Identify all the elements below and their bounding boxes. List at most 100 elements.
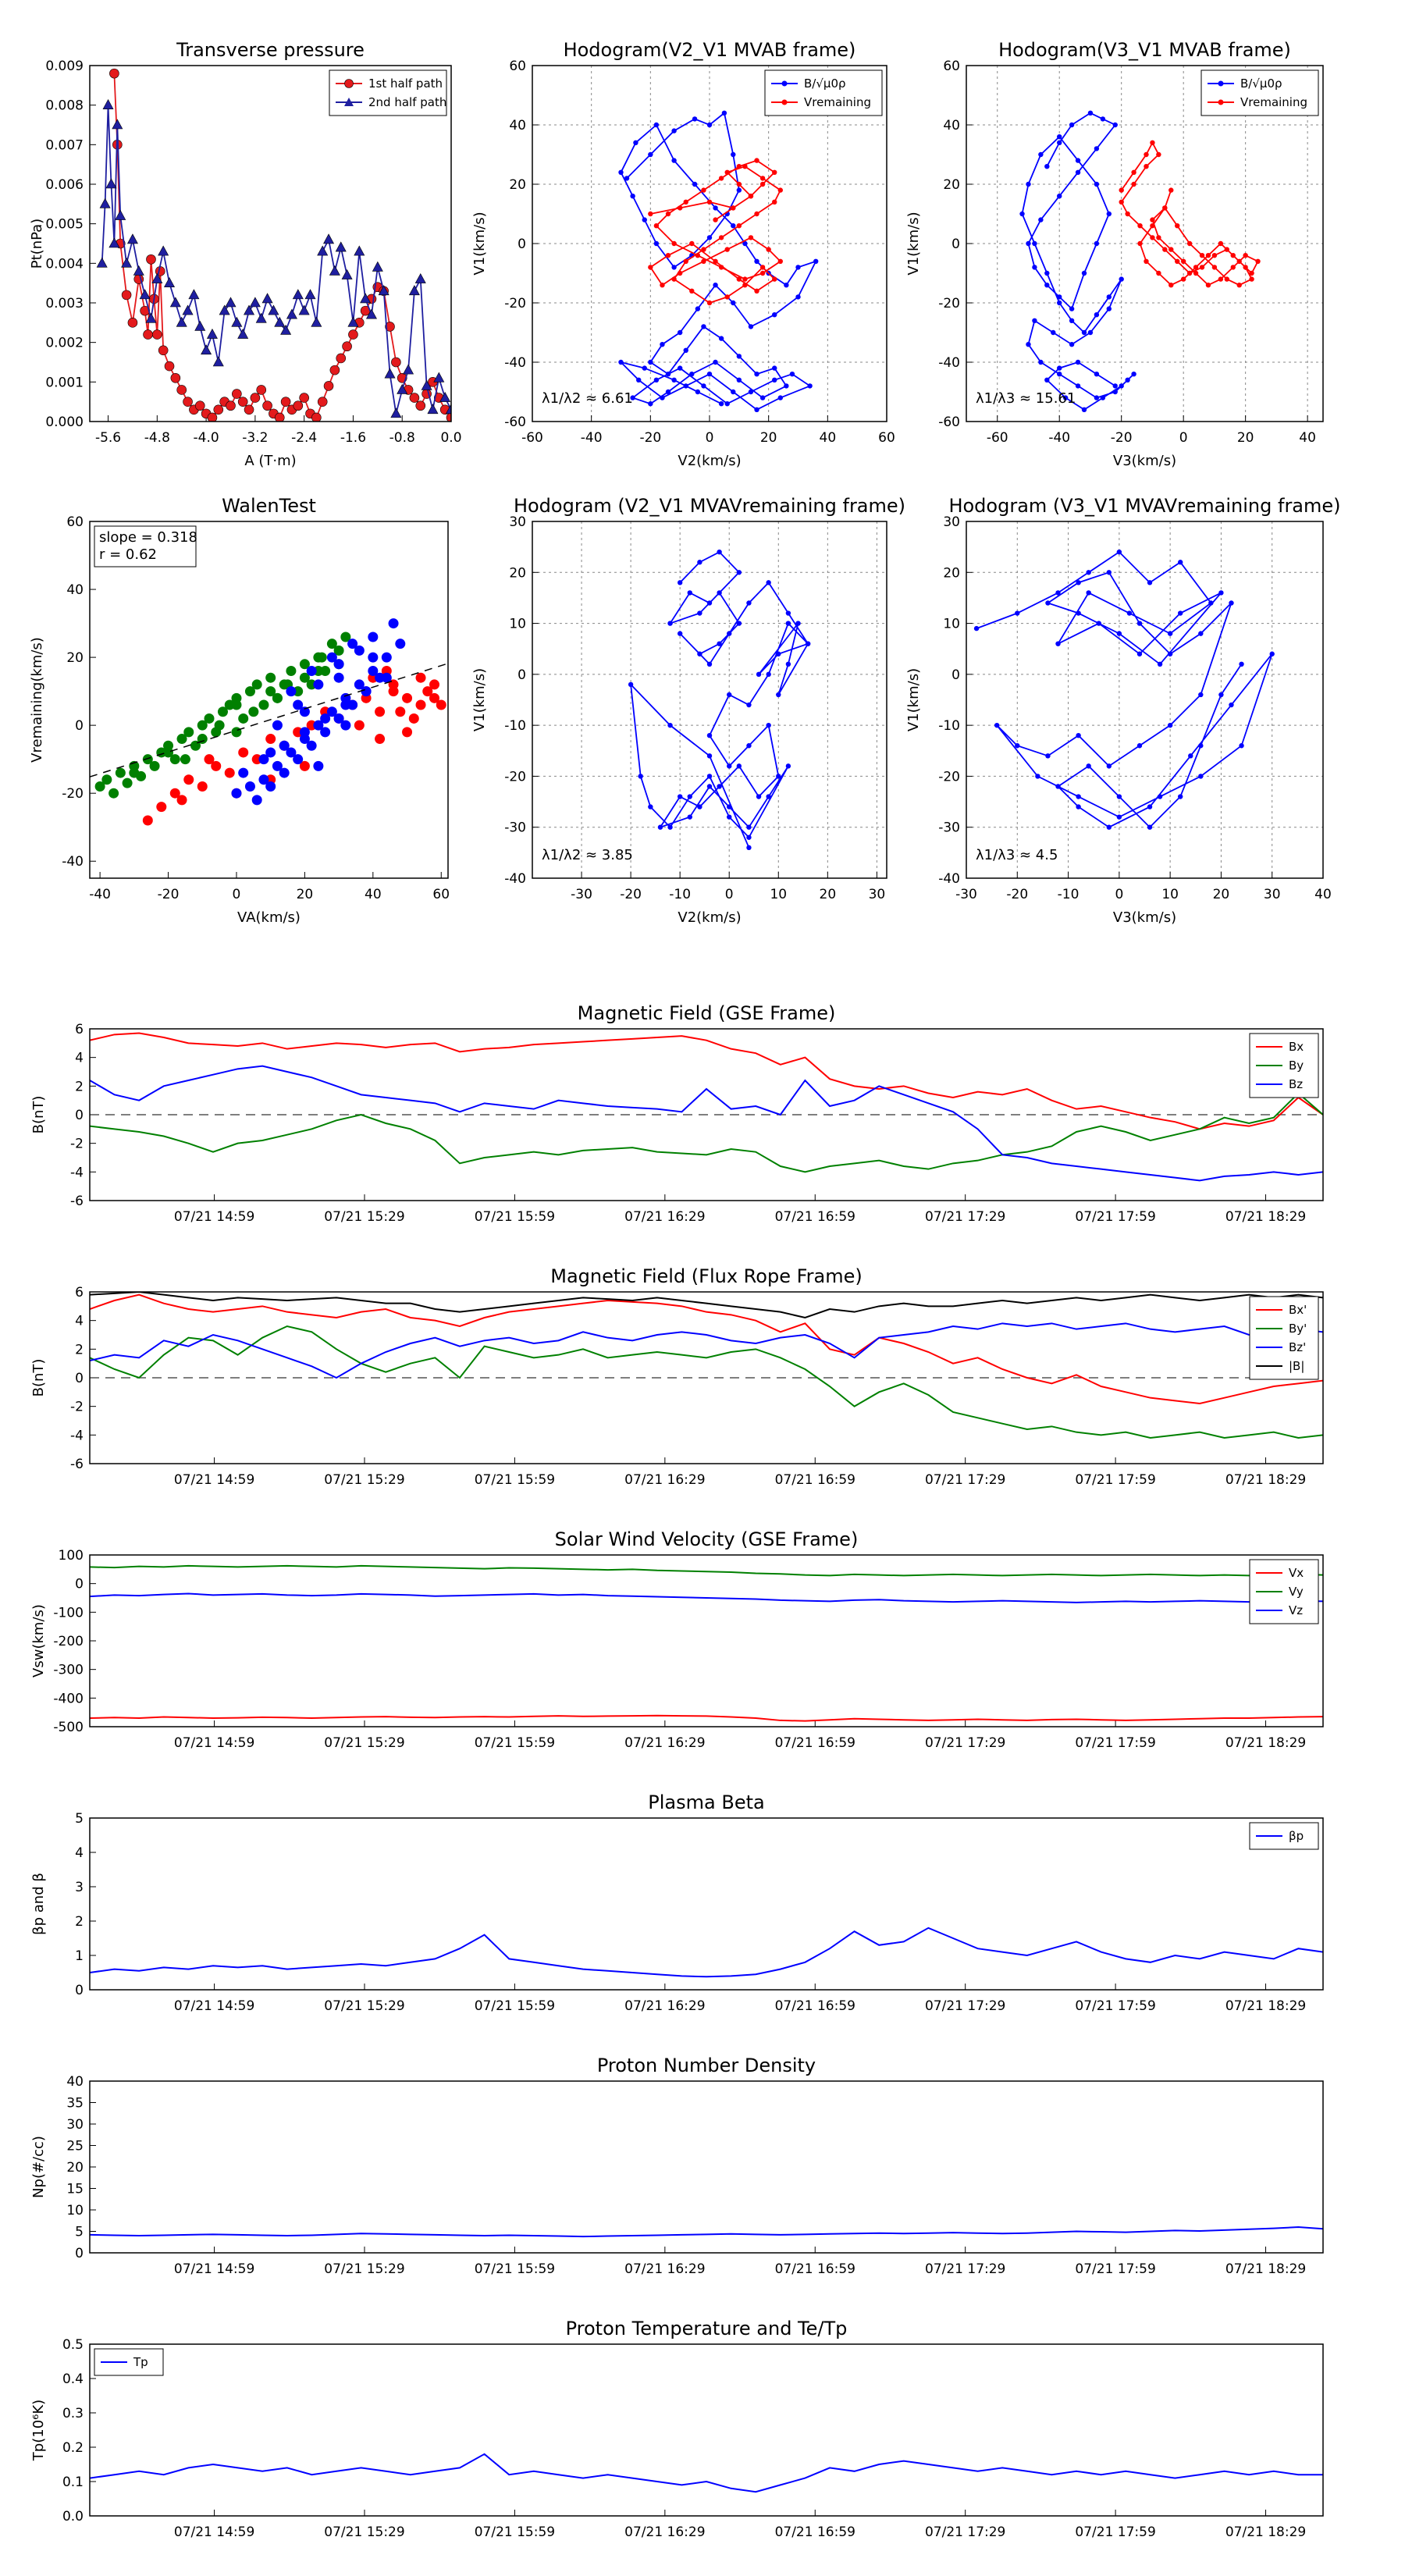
data-point: [421, 379, 432, 390]
x-tick-label: 07/21 16:29: [624, 1209, 705, 1225]
data-point: [772, 199, 777, 205]
data-point: [638, 774, 643, 779]
data-point: [642, 217, 647, 222]
data-point: [807, 383, 813, 389]
data-point: [683, 347, 688, 353]
series-b-0--line: [1021, 112, 1135, 411]
y-tick-label: -10: [504, 718, 526, 734]
data-point: [402, 727, 413, 738]
data-point: [648, 211, 653, 217]
x-tick-label: 60: [432, 887, 450, 902]
data-point: [683, 383, 688, 389]
legend-label: 2nd half path: [368, 95, 446, 109]
y-tick-label: -2: [70, 1137, 84, 1152]
data-point: [1096, 621, 1101, 626]
data-point: [365, 308, 377, 319]
data-point: [317, 245, 329, 256]
data-point: [1086, 570, 1091, 575]
chart-panel-7: Magnetic Field (Flux Rope Frame) -6 -4 -2 0 2…: [30, 1265, 1324, 1488]
data-point: [1205, 283, 1211, 288]
data-point: [1081, 407, 1087, 412]
data-point: [677, 631, 683, 636]
y-tick-label: -40: [938, 871, 960, 887]
y-tick-label: -400: [53, 1691, 84, 1706]
chart-panel-2: Hodogram(V3_V1 MVAB frame) -60 -40 -20 0 20 40…: [905, 39, 1324, 469]
data-point: [759, 181, 766, 187]
data-point: [718, 235, 724, 240]
x-tick-label: -5.6: [95, 430, 121, 446]
x-tick-label: 07/21 16:29: [624, 1472, 705, 1488]
data-point: [695, 389, 701, 395]
data-point: [1094, 372, 1100, 377]
data-point: [742, 276, 748, 282]
data-point: [677, 580, 683, 585]
data-point: [348, 329, 358, 340]
data-point: [1156, 151, 1161, 158]
chart-annotation: λ1/λ2 ≈ 3.85: [542, 847, 633, 863]
y-tick-label: -40: [504, 355, 526, 371]
data-point: [204, 754, 215, 765]
data-point: [1081, 270, 1087, 276]
data-point: [1178, 560, 1183, 565]
data-point: [667, 722, 673, 728]
data-point: [736, 164, 742, 169]
stats-box: [94, 525, 197, 568]
legend-marker: [344, 79, 354, 88]
x-tick-label: 07/21 16:59: [775, 2524, 855, 2540]
chart-annotation: λ1/λ3 ≈ 4.5: [976, 847, 1058, 863]
data-point: [776, 692, 781, 698]
x-tick-label: 07/21 16:59: [775, 1735, 855, 1751]
data-point: [1136, 621, 1143, 626]
data-point: [1044, 377, 1050, 382]
data-point: [422, 686, 433, 697]
data-point: [146, 254, 156, 265]
data-point: [724, 169, 730, 175]
data-point: [326, 706, 337, 717]
x-tick-label: 07/21 18:29: [1225, 1998, 1306, 2014]
data-point: [633, 140, 638, 145]
chart-title: Magnetic Field (GSE Frame): [578, 1002, 836, 1024]
data-point: [156, 802, 167, 813]
data-point: [756, 794, 762, 799]
data-point: [1057, 194, 1062, 199]
x-axis-label: V3(km/s): [1113, 909, 1176, 926]
series-vremaining-line: [649, 159, 782, 304]
legend-label: B/√μ0ρ: [1240, 76, 1282, 91]
chart-panel-4: Hodogram (V2_V1 MVAVremaining frame) -40 -…: [471, 495, 905, 926]
y-tick-label: 0.002: [45, 336, 84, 351]
data-point: [1062, 395, 1069, 400]
plot-frame: [966, 65, 1324, 422]
data-point: [378, 285, 389, 296]
plot-frame: [89, 1028, 1324, 1201]
data-point: [306, 740, 317, 751]
fit-line: [90, 663, 448, 777]
legend-box: [764, 69, 883, 116]
y-tick-label: 4: [75, 1845, 84, 1861]
y-tick-label: 3: [75, 1880, 84, 1895]
y-axis-label: Vsw(km/s): [30, 1604, 47, 1678]
data-point: [713, 217, 718, 222]
x-tick-label: 07/21 15:59: [475, 1998, 555, 2014]
x-tick-label: 07/21 15:59: [475, 2524, 555, 2540]
data-point: [665, 253, 671, 258]
series-vy-line: [90, 1564, 1323, 1577]
data-point: [391, 357, 401, 368]
data-point: [272, 760, 283, 771]
x-tick-label: -60: [521, 430, 543, 446]
y-tick-label: -20: [504, 296, 526, 311]
data-point: [653, 223, 660, 229]
y-tick-label: 0.009: [45, 59, 84, 74]
data-point: [742, 164, 748, 169]
series-bx--line: [90, 1293, 1323, 1405]
x-tick-label: 20: [297, 887, 314, 902]
data-point: [660, 395, 665, 400]
data-point: [1026, 342, 1031, 347]
data-point: [1188, 753, 1193, 759]
x-tick-label: 07/21 14:59: [174, 1998, 254, 2014]
data-point: [194, 320, 206, 331]
data-point: [1239, 661, 1244, 667]
data-point: [280, 324, 292, 335]
y-tick-label: 4: [75, 1314, 84, 1329]
data-point: [1239, 743, 1244, 749]
data-point: [408, 713, 419, 724]
